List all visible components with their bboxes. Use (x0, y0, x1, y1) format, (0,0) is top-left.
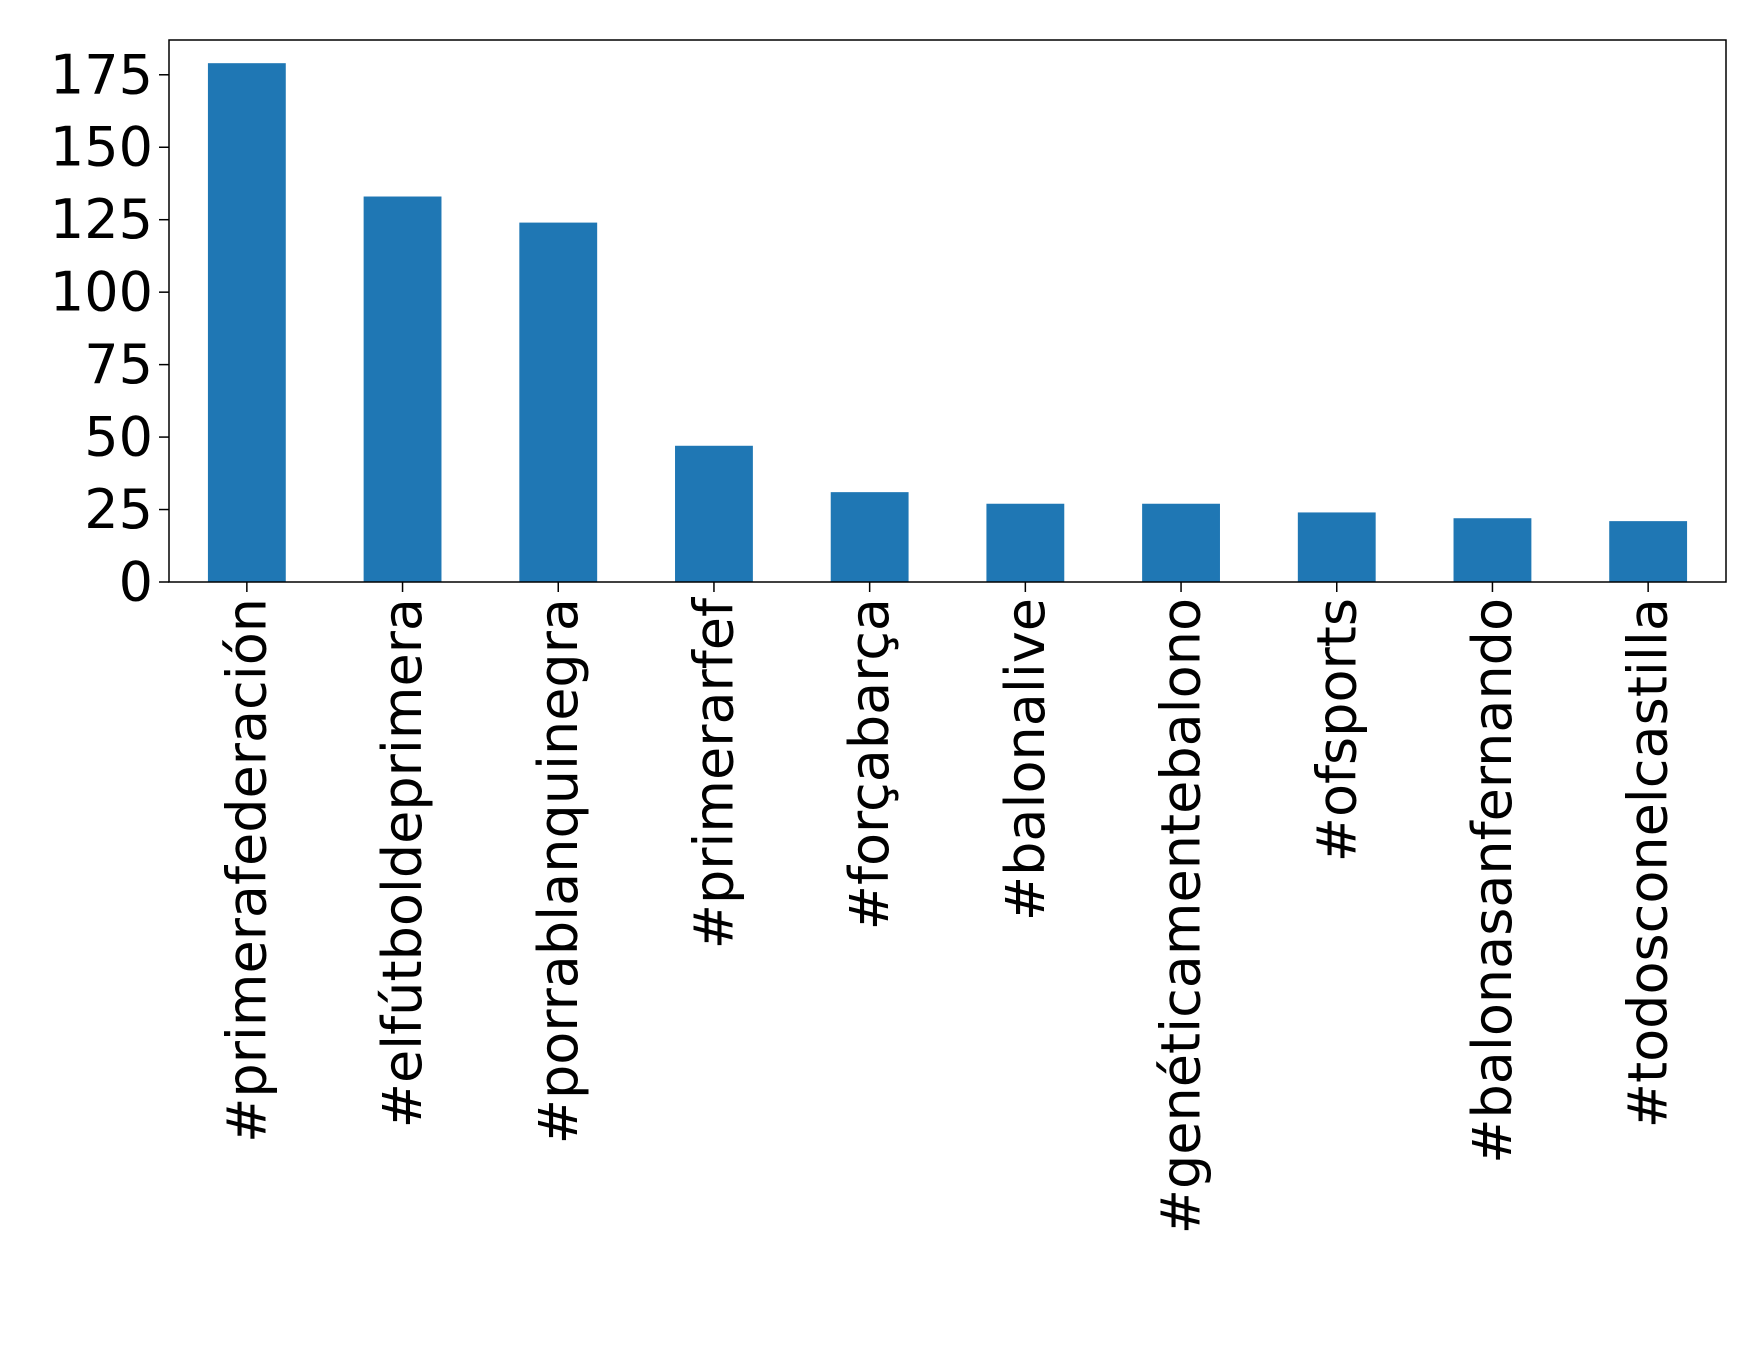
x-tick-label: #ofsports (1305, 598, 1368, 862)
y-tick-label: 0 (119, 551, 153, 614)
y-tick-label: 100 (50, 261, 153, 324)
x-tick-label: #balonalive (994, 598, 1057, 921)
bars-group (207, 63, 1688, 583)
x-tick-label: #primerarfef (682, 596, 745, 949)
x-tick-label: #elfútboldeprimera (371, 598, 434, 1128)
y-tick-label: 125 (50, 188, 153, 251)
x-tick-label: #balonasanfernando (1461, 598, 1524, 1164)
y-tick-label: 25 (84, 478, 153, 541)
bar (1453, 518, 1532, 582)
bar (1609, 521, 1688, 582)
y-tick-label: 50 (84, 406, 153, 469)
bar (986, 503, 1065, 582)
x-tick-label: #porrablanquinegra (527, 598, 590, 1144)
y-tick-label: 75 (84, 333, 153, 396)
bar (830, 492, 909, 582)
y-tick-label: 150 (50, 116, 153, 179)
bar (363, 196, 442, 582)
x-tick-label: #forçabarça (838, 598, 901, 930)
bar (207, 63, 286, 583)
bar (519, 222, 598, 582)
bar (1297, 512, 1376, 582)
x-tick-label: #primerafederación (215, 598, 278, 1143)
x-tick-label: #todosconelcastilla (1617, 598, 1680, 1128)
plot-frame (168, 39, 1727, 583)
x-tick-label: #genéticamentebalono (1150, 598, 1213, 1234)
x-axis-ticks: #primerafederación #elfútboldeprimera #por… (215, 582, 1680, 1234)
y-axis-ticks: 0 25 50 75 100 125 150 175 (50, 43, 169, 614)
bar (1142, 503, 1220, 582)
y-tick-label: 175 (50, 43, 153, 106)
bar (675, 445, 753, 582)
